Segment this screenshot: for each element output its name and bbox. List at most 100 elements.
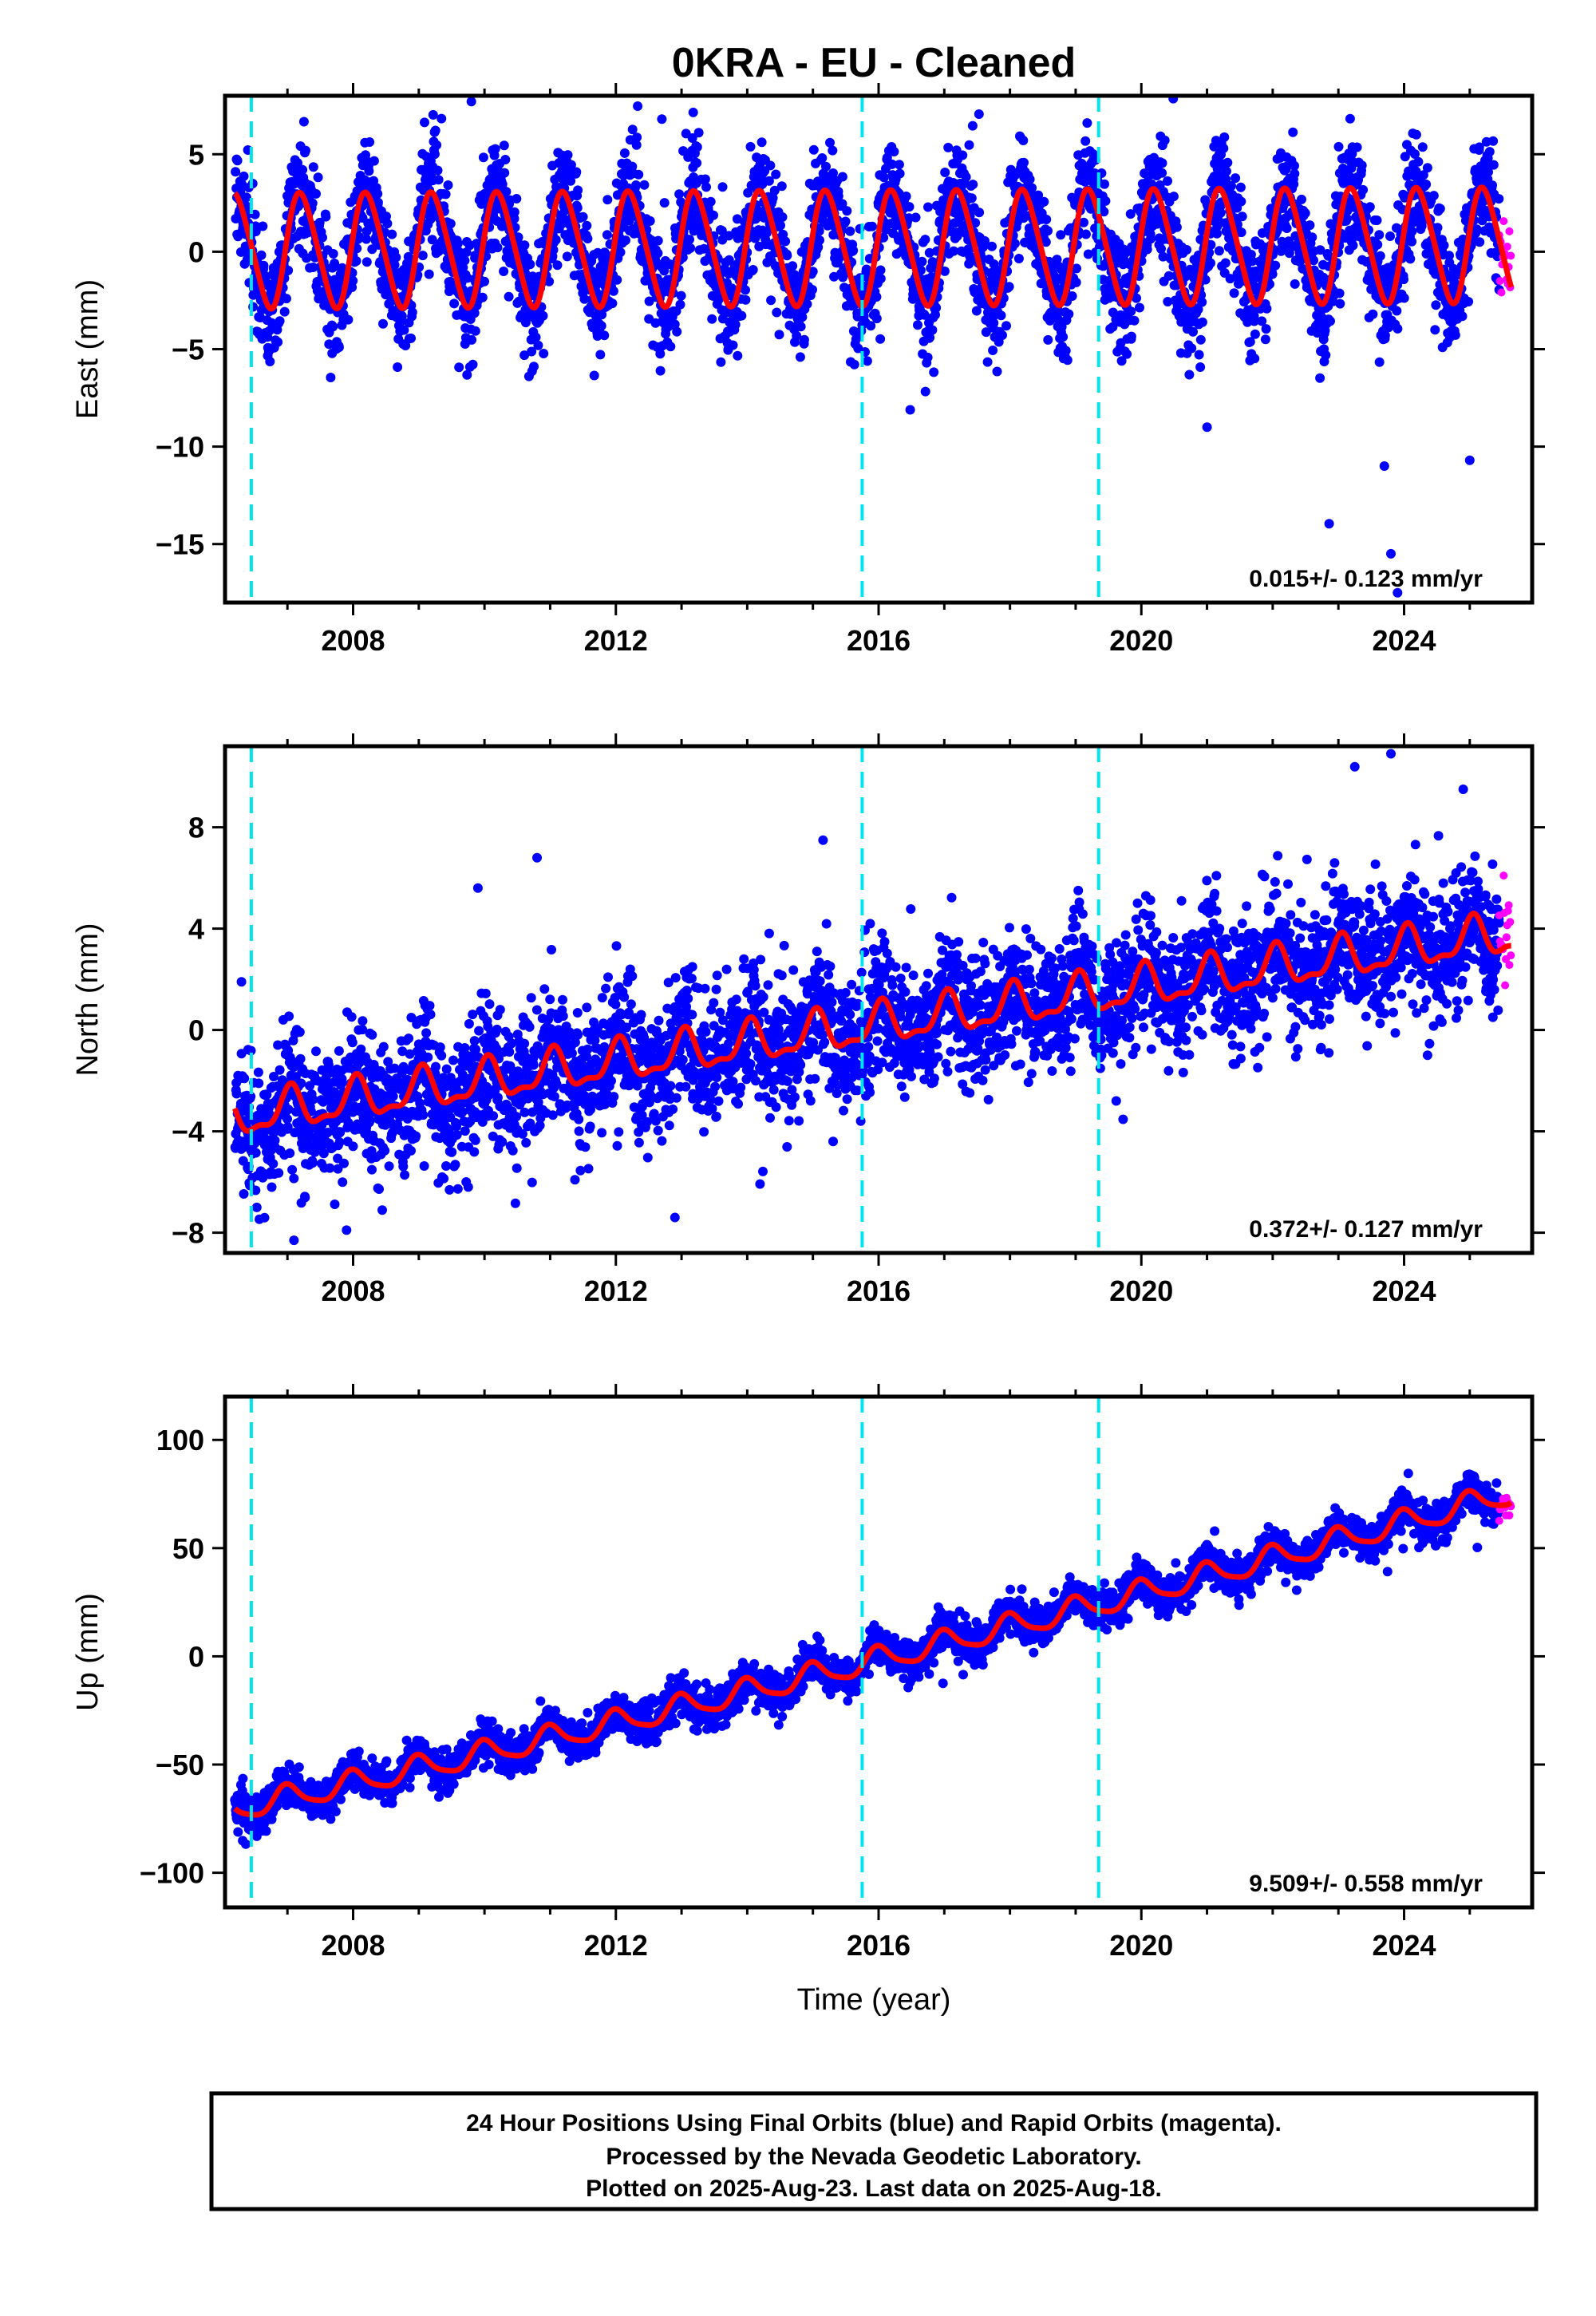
- data-point: [659, 198, 670, 208]
- data-point: [433, 175, 444, 185]
- data-point: [1487, 180, 1497, 191]
- data-point: [354, 231, 364, 242]
- data-point: [469, 308, 480, 318]
- data-point: [343, 314, 354, 325]
- data-point: [828, 145, 838, 156]
- data-point: [512, 194, 522, 204]
- data-point: [1334, 288, 1345, 298]
- data-point: [265, 357, 275, 366]
- plot-area: [231, 96, 1515, 598]
- data-point: [267, 318, 277, 328]
- data-point: [1001, 321, 1011, 331]
- data-point: [239, 1073, 250, 1084]
- data-point: [1325, 316, 1335, 326]
- data-point: [992, 366, 1002, 377]
- data-point: [621, 235, 630, 246]
- data-point: [427, 235, 437, 245]
- data-point: [1358, 184, 1369, 195]
- data-point: [573, 185, 583, 196]
- data-point: [374, 1184, 384, 1194]
- data-point: [971, 306, 982, 316]
- data-point: [500, 155, 511, 164]
- data-point: [1450, 330, 1460, 340]
- data-point: [904, 202, 915, 212]
- data-point: [1142, 244, 1152, 255]
- data-point: [1058, 332, 1069, 342]
- data-point: [917, 256, 927, 267]
- data-point: [792, 330, 802, 341]
- data-point: [404, 1034, 414, 1044]
- data-point: [367, 1164, 377, 1175]
- data-point: [330, 261, 340, 271]
- data-point: [627, 124, 638, 135]
- data-point: [920, 386, 930, 397]
- data-point: [468, 359, 478, 370]
- data-point: [281, 294, 291, 304]
- data-point: [764, 176, 774, 186]
- data-point: [497, 179, 508, 189]
- data-point: [433, 165, 443, 176]
- data-point: [289, 1173, 299, 1184]
- data-point: [692, 142, 702, 152]
- data-point: [867, 221, 877, 231]
- data-point: [982, 357, 993, 367]
- data-point: [411, 1131, 421, 1141]
- data-point: [1399, 293, 1409, 303]
- data-point: [477, 292, 488, 302]
- data-point: [1352, 142, 1362, 152]
- data-point: [968, 180, 978, 190]
- data-point: [437, 113, 447, 124]
- x-tick-label: 2016: [847, 624, 911, 657]
- data-point: [256, 250, 267, 260]
- data-point: [450, 1160, 460, 1170]
- y-tick-label: 0: [188, 235, 204, 268]
- data-point: [1290, 168, 1300, 179]
- data-point: [284, 1011, 294, 1022]
- data-point: [1067, 291, 1077, 301]
- data-point: [940, 168, 950, 177]
- data-point: [563, 150, 573, 160]
- data-point: [321, 211, 331, 222]
- data-point: [559, 206, 570, 216]
- data-point: [1064, 309, 1074, 319]
- data-point: [365, 137, 375, 147]
- data-point: [364, 166, 374, 176]
- data-point: [808, 285, 817, 294]
- data-point: [687, 133, 697, 143]
- data-point: [1223, 157, 1233, 168]
- data-point: [529, 362, 539, 372]
- data-point: [1184, 370, 1195, 380]
- data-point: [562, 251, 572, 262]
- data-point: [519, 240, 530, 251]
- data-point: [1475, 237, 1485, 247]
- data-point: [717, 226, 727, 236]
- data-point: [391, 252, 401, 263]
- data-point: [544, 276, 555, 287]
- data-point: [837, 199, 847, 209]
- x-tick-label: 2012: [584, 624, 648, 657]
- data-point: [1392, 306, 1402, 316]
- data-point: [382, 219, 393, 229]
- data-point: [1348, 240, 1358, 251]
- data-point: [1082, 118, 1092, 128]
- data-point: [1289, 179, 1299, 189]
- data-point: [692, 158, 702, 168]
- data-point: [774, 330, 784, 340]
- data-point: [406, 1145, 416, 1156]
- data-point: [705, 196, 716, 207]
- data-point: [1221, 166, 1231, 176]
- data-point: [419, 1161, 429, 1171]
- data-point: [1159, 135, 1170, 145]
- data-point: [1393, 323, 1403, 334]
- data-point: [632, 132, 642, 143]
- data-point: [1214, 246, 1224, 256]
- data-point: [531, 332, 541, 342]
- data-point: [1457, 311, 1468, 322]
- data-point: [733, 350, 743, 361]
- data-point: [619, 148, 630, 158]
- y-tick-label: 5: [188, 138, 204, 171]
- data-point: [1009, 239, 1020, 249]
- data-point: [875, 265, 886, 275]
- data-point: [253, 1067, 263, 1077]
- data-point: [939, 266, 950, 276]
